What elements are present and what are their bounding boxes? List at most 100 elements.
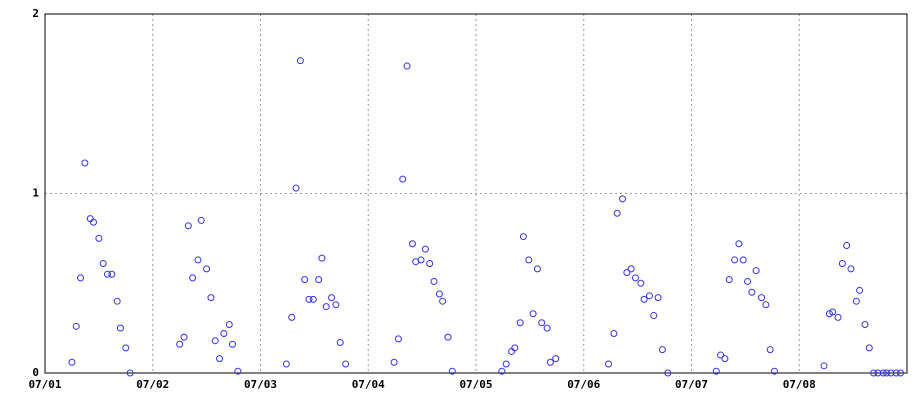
point — [220, 330, 228, 338]
point — [282, 360, 290, 368]
point — [645, 292, 653, 300]
point — [292, 184, 300, 192]
point — [721, 355, 729, 363]
point — [739, 256, 747, 264]
point — [216, 355, 224, 363]
point — [752, 267, 760, 275]
point — [613, 209, 621, 217]
x-tick-label: 07/05 — [459, 378, 492, 391]
y-tick-label: 1 — [32, 187, 39, 200]
point — [417, 256, 425, 264]
point — [403, 62, 411, 70]
x-tick-label: 07/06 — [567, 378, 600, 391]
point — [68, 358, 76, 366]
point — [194, 256, 202, 264]
point — [103, 270, 111, 278]
x-tick-label: 07/01 — [28, 378, 61, 391]
point — [654, 294, 662, 302]
point — [887, 369, 895, 377]
point — [498, 367, 506, 375]
point — [394, 335, 402, 343]
point — [619, 195, 627, 203]
point — [623, 268, 631, 276]
point — [426, 260, 434, 268]
point — [126, 369, 134, 377]
point — [77, 274, 85, 282]
point — [122, 344, 130, 352]
point — [758, 294, 766, 302]
point — [543, 324, 551, 332]
point — [439, 297, 447, 305]
point — [228, 340, 236, 348]
point — [658, 346, 666, 354]
point — [315, 276, 323, 284]
x-tick-label: 07/08 — [783, 378, 816, 391]
point — [197, 216, 205, 224]
x-tick-label: 07/04 — [352, 378, 385, 391]
point — [184, 222, 192, 230]
point — [731, 256, 739, 264]
point — [856, 286, 864, 294]
point — [99, 260, 107, 268]
point — [81, 159, 89, 167]
point — [318, 254, 326, 262]
point — [766, 346, 774, 354]
point — [870, 369, 878, 377]
point — [342, 360, 350, 368]
point — [502, 360, 510, 368]
point — [72, 322, 80, 330]
point — [89, 218, 97, 226]
point — [879, 369, 887, 377]
point — [332, 301, 340, 309]
point — [529, 310, 537, 318]
point — [519, 233, 527, 241]
point — [631, 274, 639, 282]
point — [838, 260, 846, 268]
point — [744, 277, 752, 285]
point — [637, 279, 645, 287]
point — [640, 295, 648, 303]
point — [605, 360, 613, 368]
point — [421, 245, 429, 253]
point — [546, 358, 554, 366]
point — [448, 367, 456, 375]
point — [296, 57, 304, 65]
point — [516, 319, 524, 327]
point — [610, 330, 618, 338]
x-tick-label: 07/07 — [675, 378, 708, 391]
point — [533, 265, 541, 273]
y-tick-label: 0 — [32, 366, 39, 379]
point — [650, 312, 658, 320]
point — [176, 340, 184, 348]
point — [843, 242, 851, 250]
x-tick-label: 07/03 — [244, 378, 277, 391]
point — [180, 333, 188, 341]
point — [883, 369, 891, 377]
point — [95, 234, 103, 242]
point — [211, 337, 219, 345]
point — [322, 303, 330, 311]
point — [627, 265, 635, 273]
point — [852, 297, 860, 305]
point — [847, 265, 855, 273]
point — [748, 288, 756, 296]
plot-frame — [44, 13, 908, 374]
point — [309, 295, 317, 303]
point — [735, 240, 743, 248]
point — [305, 295, 313, 303]
point — [897, 369, 905, 377]
point — [762, 301, 770, 309]
point — [336, 338, 344, 346]
point — [328, 294, 336, 302]
point — [511, 344, 519, 352]
point — [834, 313, 842, 321]
point — [301, 276, 309, 284]
point — [552, 355, 560, 363]
point — [390, 358, 398, 366]
point — [116, 324, 124, 332]
point — [399, 175, 407, 183]
point — [408, 240, 416, 248]
point — [664, 369, 672, 377]
point — [525, 256, 533, 264]
